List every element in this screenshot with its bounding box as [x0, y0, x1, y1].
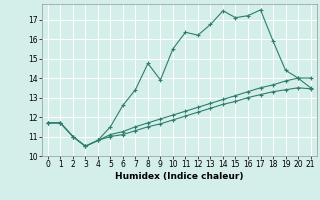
- X-axis label: Humidex (Indice chaleur): Humidex (Indice chaleur): [115, 172, 244, 181]
